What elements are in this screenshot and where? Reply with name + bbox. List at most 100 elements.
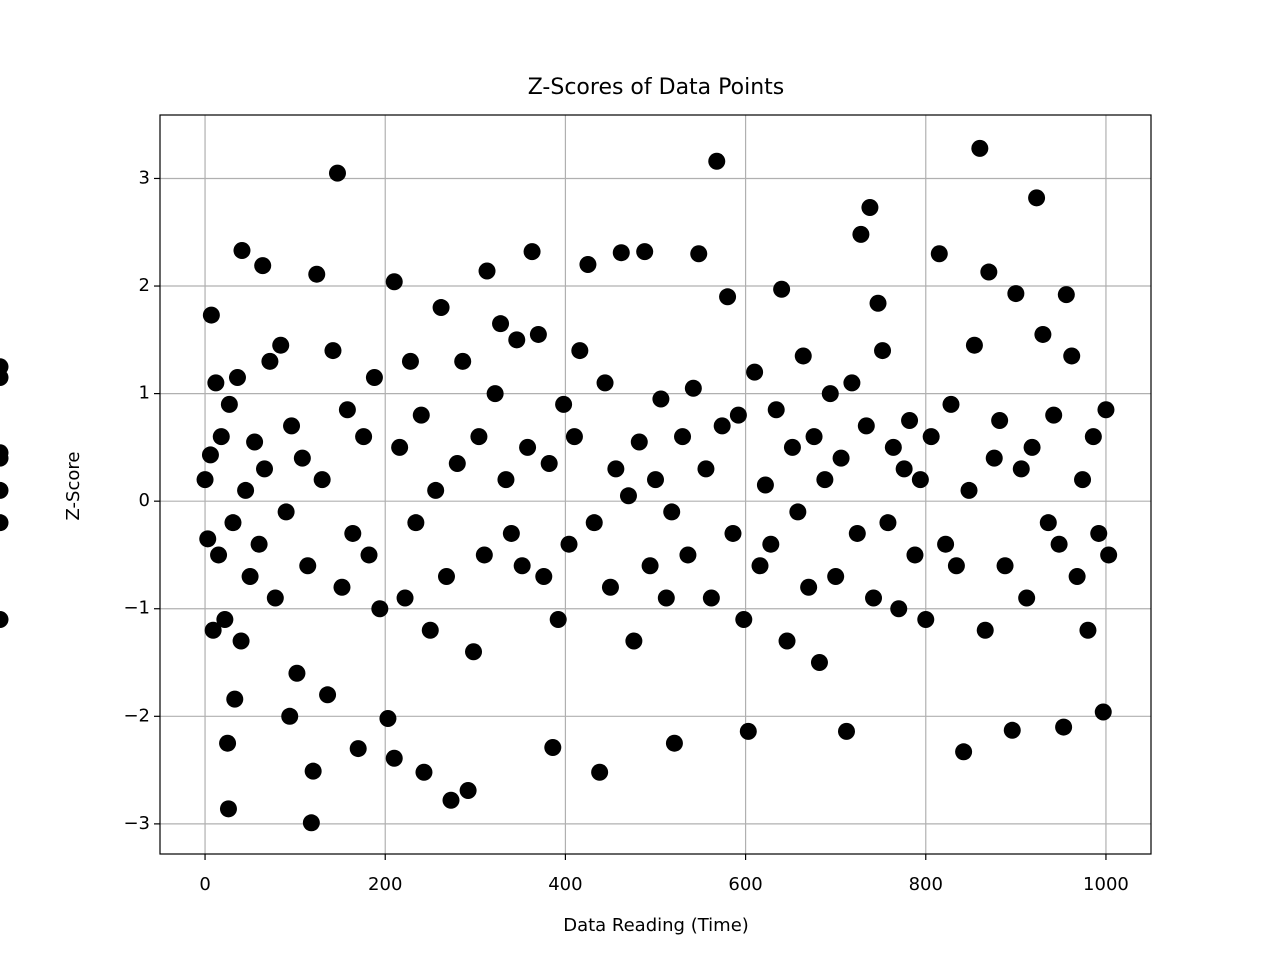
point [0, 481, 9, 499]
point [1063, 347, 1081, 365]
point [773, 280, 791, 298]
point [502, 524, 520, 542]
point [1100, 546, 1118, 564]
y-tick-label: 3 [139, 167, 150, 188]
point [601, 578, 619, 596]
point [308, 265, 326, 283]
point [890, 600, 908, 618]
point [591, 763, 609, 781]
point [432, 299, 450, 317]
point [199, 530, 217, 548]
point [665, 734, 683, 752]
point [299, 557, 317, 575]
point [1039, 514, 1057, 532]
point [0, 514, 9, 532]
y-tick-label: −3 [123, 813, 150, 834]
point [401, 352, 419, 370]
point [810, 654, 828, 672]
x-tick-label: 0 [199, 874, 210, 895]
point [333, 578, 351, 596]
point [212, 428, 230, 446]
point [256, 460, 274, 478]
point [652, 390, 670, 408]
point [196, 471, 214, 489]
point [1094, 703, 1112, 721]
point [540, 455, 558, 473]
point [996, 557, 1014, 575]
point [0, 611, 9, 628]
y-axis-label: Z-Score [63, 452, 84, 521]
point [210, 546, 228, 564]
point [612, 244, 630, 262]
point [360, 546, 378, 564]
point [470, 428, 488, 446]
point [254, 257, 272, 275]
point [1023, 438, 1041, 456]
point [237, 481, 255, 499]
y-tick-label: −1 [123, 598, 150, 619]
point [324, 342, 342, 360]
point [385, 749, 403, 767]
point [407, 514, 425, 532]
point [277, 503, 295, 521]
point [879, 514, 897, 532]
point [1068, 567, 1086, 585]
point [226, 690, 244, 708]
point [746, 363, 764, 381]
point [427, 481, 445, 499]
point [202, 306, 220, 324]
point [492, 315, 510, 333]
point [338, 401, 356, 419]
point [454, 352, 472, 370]
point [619, 487, 637, 505]
point [625, 632, 643, 650]
point [832, 449, 850, 467]
point [636, 243, 654, 261]
point [1050, 535, 1068, 553]
x-tick-label: 400 [548, 874, 582, 895]
point [679, 546, 697, 564]
point [1028, 189, 1046, 207]
point [355, 428, 373, 446]
point [1097, 401, 1115, 419]
point [783, 438, 801, 456]
x-tick-label: 600 [728, 874, 762, 895]
point [756, 476, 774, 494]
point [261, 352, 279, 370]
point [641, 557, 659, 575]
point [739, 722, 757, 740]
point [1012, 460, 1030, 478]
point [596, 374, 614, 392]
point [843, 374, 861, 392]
point [0, 444, 9, 462]
point [861, 199, 879, 217]
point [478, 262, 496, 280]
point [767, 401, 785, 419]
x-tick-label: 1000 [1083, 874, 1129, 895]
point [697, 460, 715, 478]
point [901, 411, 919, 429]
point [884, 438, 902, 456]
point [535, 567, 553, 585]
point [657, 589, 675, 607]
point [906, 546, 924, 564]
point [219, 734, 237, 752]
point [475, 546, 493, 564]
point [246, 433, 264, 451]
point [837, 722, 855, 740]
point [1018, 589, 1036, 607]
point [459, 782, 477, 800]
point [857, 417, 875, 435]
point [415, 763, 433, 781]
point [391, 438, 409, 456]
point [719, 288, 737, 306]
point [922, 428, 940, 446]
point [1084, 428, 1102, 446]
point [827, 567, 845, 585]
point [513, 557, 531, 575]
point [789, 503, 807, 521]
point [283, 417, 301, 435]
point [281, 707, 299, 725]
point [991, 411, 1009, 429]
